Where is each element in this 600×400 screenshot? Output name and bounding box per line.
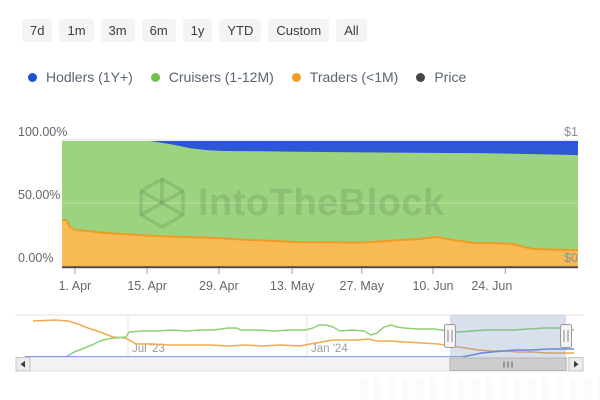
price-axis-label-0: $1 (564, 125, 578, 139)
range-button-1y[interactable]: 1y (182, 19, 213, 42)
legend-item-2[interactable]: Cruisers (1-12M) (150, 69, 274, 85)
legend-label: Price (434, 69, 467, 85)
navigator-line-cruisers (25, 324, 575, 358)
x-axis-label-1: 15. Apr (127, 279, 167, 293)
range-button-3m[interactable]: 3m (100, 19, 135, 42)
range-button-ytd[interactable]: YTD (219, 19, 262, 42)
price-axis-label-1: $0 (564, 251, 578, 265)
cruisers-area[interactable] (62, 141, 578, 250)
x-axis-label-5: 10. Jun (412, 279, 453, 293)
range-button-custom[interactable]: Custom (268, 19, 330, 42)
navigator-handle-right[interactable] (560, 324, 572, 348)
background-pattern (360, 378, 600, 400)
range-button-all[interactable]: All (336, 19, 367, 42)
legend-label: Traders (<1M) (309, 69, 399, 85)
range-button-7d[interactable]: 7d (22, 19, 53, 42)
range-toolbar: 7d 1m 3m 6m 1y YTD Custom All (22, 19, 367, 42)
range-button-1m[interactable]: 1m (59, 19, 94, 42)
legend: Hodlers (1Y+) Cruisers (1-12M) Traders (<1… (28, 69, 466, 85)
x-axis-label-0: 1. Apr (59, 279, 92, 293)
legend-label: Hodlers (1Y+) (46, 69, 133, 85)
range-button-6m[interactable]: 6m (141, 19, 176, 42)
traders-border-line (62, 219, 579, 251)
navigator-selection[interactable] (450, 315, 566, 358)
left-arrow-icon (20, 360, 25, 368)
legend-label: Cruisers (1-12M) (168, 69, 274, 85)
legend-dot-icon (28, 72, 37, 82)
legend-item-1[interactable]: Hodlers (1Y+) (28, 69, 133, 85)
legend-item-4[interactable]: Price (416, 69, 466, 85)
x-axis-label-3: 13. May (270, 279, 315, 293)
x-axis-label-2: 29. Apr (199, 279, 239, 293)
hodlers-area[interactable] (62, 141, 578, 156)
legend-dot-icon (150, 72, 160, 82)
navigator-label-1: Jan '24 (311, 343, 348, 355)
navigator-handle-left[interactable] (444, 324, 456, 348)
legend-item-3[interactable]: Traders (<1M) (291, 69, 399, 85)
y-axis-label-left-1: 50.00% (18, 188, 60, 202)
x-axis-label-4: 27. May (340, 279, 385, 293)
y-axis-label-left-0: 100.00% (18, 125, 67, 139)
traders-area[interactable] (62, 220, 578, 267)
right-arrow-icon (574, 360, 579, 368)
y-axis-label-left-2: 0.00% (18, 251, 53, 265)
x-axis-label-6: 24. Jun (471, 279, 512, 293)
navigator-label-0: Jul '23 (132, 343, 165, 355)
legend-dot-icon (291, 72, 301, 82)
legend-dot-icon (416, 72, 426, 82)
